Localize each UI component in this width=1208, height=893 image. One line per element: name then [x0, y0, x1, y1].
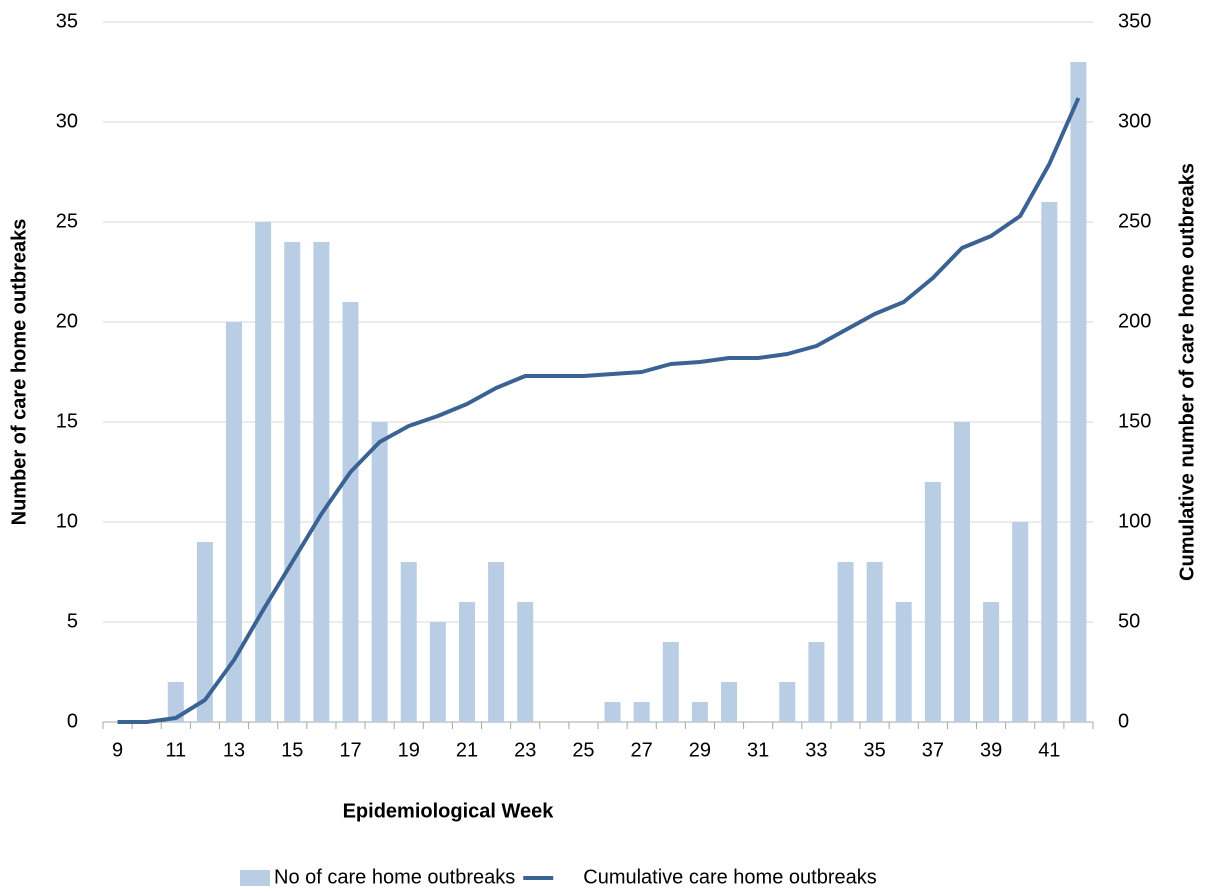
y-tick-label: 10 — [56, 510, 78, 532]
y2-tick-label: 0 — [1118, 710, 1129, 732]
y-tick-label: 20 — [56, 310, 78, 332]
x-tick-label: 21 — [456, 739, 478, 761]
y-tick-label: 15 — [56, 410, 78, 432]
x-tick-label: 29 — [689, 739, 711, 761]
x-tick-label: 39 — [980, 739, 1002, 761]
y-tick-label: 30 — [56, 110, 78, 132]
x-tick-label: 25 — [572, 739, 594, 761]
bar — [837, 562, 854, 722]
legend-label: Cumulative care home outbreaks — [583, 866, 876, 888]
bar — [1041, 202, 1058, 722]
x-axis-title: Epidemiological Week — [343, 800, 555, 822]
bar — [721, 682, 738, 722]
y-tick-label: 35 — [56, 10, 78, 32]
bar — [866, 562, 883, 722]
x-tick-label: 19 — [398, 739, 420, 761]
y2-tick-label: 350 — [1118, 10, 1151, 32]
y2-tick-label: 200 — [1118, 310, 1151, 332]
y2-tick-label: 50 — [1118, 610, 1140, 632]
x-tick-label: 37 — [922, 739, 944, 761]
bar — [167, 682, 184, 722]
bar — [284, 242, 301, 722]
bar — [458, 602, 475, 722]
x-tick-label: 41 — [1038, 739, 1060, 761]
bar — [400, 562, 417, 722]
y-tick-label: 25 — [56, 210, 78, 232]
bar — [342, 302, 359, 722]
bar — [662, 642, 679, 722]
bar — [924, 482, 941, 722]
x-tick-label: 11 — [165, 739, 186, 761]
bar — [1070, 62, 1087, 722]
legend-label: No of care home outbreaks — [274, 866, 515, 888]
bar — [691, 702, 708, 722]
bar — [633, 702, 650, 722]
bar — [226, 322, 243, 722]
bar — [895, 602, 912, 722]
bar — [371, 422, 388, 722]
x-tick-label: 13 — [223, 739, 245, 761]
x-tick-label: 23 — [514, 739, 536, 761]
y-axis-title: Number of care home outbreaks — [8, 219, 30, 526]
x-tick-label: 35 — [863, 739, 885, 761]
y2-tick-label: 100 — [1118, 510, 1151, 532]
bar — [488, 562, 505, 722]
legend-swatch — [240, 870, 270, 886]
line — [117, 97, 1081, 724]
y-tick-label: 0 — [67, 710, 78, 732]
bar — [1012, 522, 1029, 722]
x-tick-label: 17 — [339, 739, 361, 761]
bar — [953, 422, 970, 722]
bar — [779, 682, 796, 722]
y2-axis-title: Cumulative number of care home outbreaks — [1176, 163, 1198, 581]
bar — [983, 602, 1000, 722]
bar — [517, 602, 534, 722]
x-tick-label: 15 — [281, 739, 303, 761]
y-tick-label: 5 — [67, 610, 78, 632]
bar — [255, 222, 272, 722]
bar — [808, 642, 825, 722]
x-tick-label: 27 — [631, 739, 653, 761]
bar — [604, 702, 621, 722]
y2-tick-label: 300 — [1118, 110, 1151, 132]
x-tick-label: 31 — [747, 739, 769, 761]
x-tick-label: 33 — [805, 739, 827, 761]
bar — [196, 542, 213, 722]
x-tick-label: 9 — [112, 739, 123, 761]
y2-tick-label: 150 — [1118, 410, 1151, 432]
y2-tick-label: 250 — [1118, 210, 1151, 232]
bar — [429, 622, 446, 722]
bar — [313, 242, 330, 722]
